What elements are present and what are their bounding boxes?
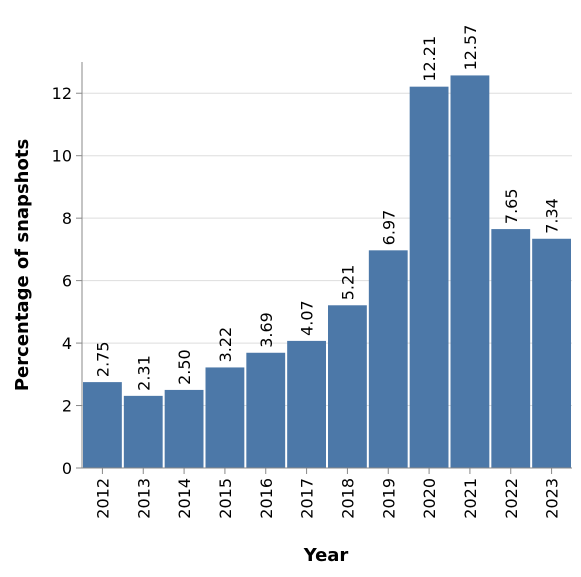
x-tick-label: 2023 [543,478,562,519]
data-label-2016: 3.69 [257,312,276,348]
gridlines [82,92,572,469]
bar-2017 [287,340,326,468]
x-tick-label: 2022 [502,478,521,519]
bar-2021 [450,75,490,468]
x-tick-label: 2012 [93,478,112,519]
x-tick-label: 2018 [338,478,357,519]
bar-2023 [532,238,571,468]
data-label-2019: 6.97 [379,210,398,246]
x-axis-title: Year [303,545,349,566]
data-label-2012: 2.75 [93,341,112,377]
data-label-2018: 5.21 [338,265,357,301]
x-tick-label: 2015 [216,478,235,519]
bar-2013 [123,395,163,468]
data-label-2020: 12.21 [420,36,439,82]
bar-2015 [205,367,245,468]
data-label-2013: 2.31 [134,355,153,391]
bar-2022 [491,229,531,468]
data-label-2017: 4.07 [298,300,317,336]
x-tick-label: 2019 [379,478,398,519]
data-label-2022: 7.65 [502,188,521,224]
y-tick-label: 12 [52,84,72,103]
bar-2019 [368,250,408,468]
x-tick-label: 2014 [175,478,194,519]
data-label-2015: 3.22 [216,327,235,363]
bar-2014 [164,389,204,468]
y-tick-label: 2 [62,397,72,416]
y-tick-label: 6 [62,272,72,291]
x-tick-label: 2016 [257,478,276,519]
y-tick-label: 10 [52,147,72,166]
y-tick-label: 8 [62,209,72,228]
bar-2018 [328,305,367,468]
bar-2020 [409,86,449,469]
y-axis-title: Percentage of snapshots [12,139,33,391]
x-tick-label: 2017 [298,478,317,519]
x-tick-label: 2020 [420,478,439,519]
data-label-2023: 7.34 [543,198,562,234]
y-tick-label: 0 [62,459,72,478]
x-tick-label: 2013 [134,478,153,519]
bar-2016 [246,352,286,468]
y-tick-label: 4 [62,334,72,353]
x-tick-label: 2021 [461,478,480,519]
bar-2012 [83,382,122,468]
axes: 0 2 4 6 8 10 12 2012 2013 2014 2015 2016 2017 2018 201… [52,62,572,519]
data-label-2021: 12.57 [461,25,480,71]
bars [83,75,571,469]
data-label-2014: 2.50 [175,349,194,385]
data-labels: 2.75 2.31 2.50 3.22 3.69 4.07 5.21 6.97 12.21 12.… [93,25,561,391]
